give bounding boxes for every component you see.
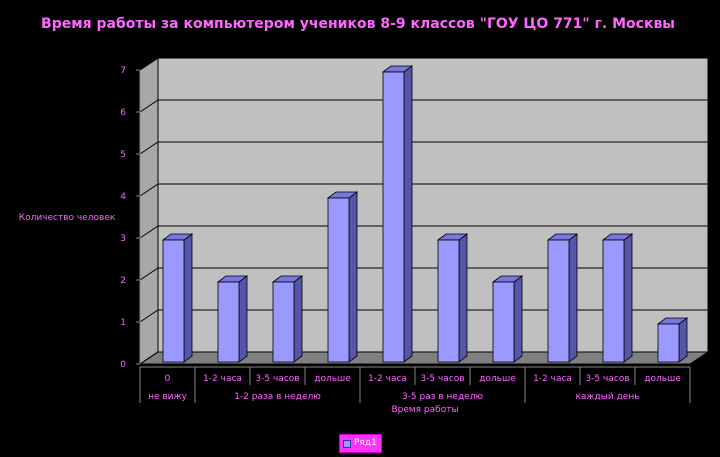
category-label: дольше	[644, 374, 681, 384]
bar-front	[272, 281, 295, 363]
category-label: дольше	[479, 374, 516, 384]
bar-side	[183, 233, 193, 363]
legend: Ряд1	[339, 434, 382, 453]
y-tick-label: 0	[120, 360, 126, 370]
y-tick-label: 3	[120, 234, 126, 244]
bar-side	[348, 191, 358, 363]
gridline	[139, 57, 708, 71]
category-label: 3-5 часов	[585, 374, 629, 384]
category-label: 1-2 часа	[368, 374, 407, 384]
gridline	[139, 351, 708, 365]
bar-front	[437, 239, 460, 363]
bar-front	[657, 323, 680, 363]
group-label: каждый день	[575, 392, 639, 402]
bar-side	[238, 275, 248, 363]
bar	[326, 191, 359, 363]
bar	[656, 317, 689, 363]
bar-side	[403, 65, 413, 363]
bar	[271, 275, 304, 363]
bar	[546, 233, 579, 363]
y-tick-label: 6	[120, 108, 126, 118]
bar-front	[382, 71, 405, 363]
gridline	[139, 183, 708, 197]
category-label: 3-5 часов	[255, 374, 299, 384]
bar-front	[217, 281, 240, 363]
bar-side	[568, 233, 578, 363]
gridline	[139, 309, 708, 323]
bar-side	[458, 233, 468, 363]
bar-front	[162, 239, 185, 363]
bar	[161, 233, 194, 363]
y-tick-label: 2	[120, 276, 126, 286]
bar-side	[623, 233, 633, 363]
bar-front	[602, 239, 625, 363]
y-tick-label: 5	[120, 150, 126, 160]
category-label: дольше	[314, 374, 351, 384]
group-label: 3-5 раз в неделю	[402, 392, 484, 402]
y-axis-title: Количество человек	[19, 213, 116, 223]
bar-side	[513, 275, 523, 363]
bar	[216, 275, 249, 363]
category-label: 0	[165, 374, 171, 384]
group-label: 1-2 раза в неделю	[234, 392, 321, 402]
bar	[381, 65, 414, 363]
bar-front	[327, 197, 350, 363]
category-label: 3-5 часов	[420, 374, 464, 384]
plot-side-wall	[139, 57, 159, 365]
gridline	[139, 141, 708, 155]
gridline	[139, 267, 708, 281]
bar-front	[547, 239, 570, 363]
bar-side	[293, 275, 303, 363]
group-label: не вижу	[148, 392, 188, 402]
gridline	[139, 99, 708, 113]
y-tick-label: 1	[120, 318, 126, 328]
bar	[491, 275, 524, 363]
bar-front	[492, 281, 515, 363]
bar	[436, 233, 469, 363]
category-label: 1-2 часа	[203, 374, 242, 384]
category-label: 1-2 часа	[533, 374, 572, 384]
y-tick-label: 4	[120, 192, 126, 202]
legend-label: Ряд1	[354, 438, 377, 448]
legend-swatch	[343, 439, 351, 448]
y-tick-label: 7	[120, 66, 126, 76]
bar-side	[678, 317, 688, 363]
chart-title: Время работы за компьютером учеников 8-9…	[41, 16, 675, 32]
bar	[601, 233, 634, 363]
gridline	[139, 225, 708, 239]
x-axis-title: Время работы	[391, 405, 458, 415]
